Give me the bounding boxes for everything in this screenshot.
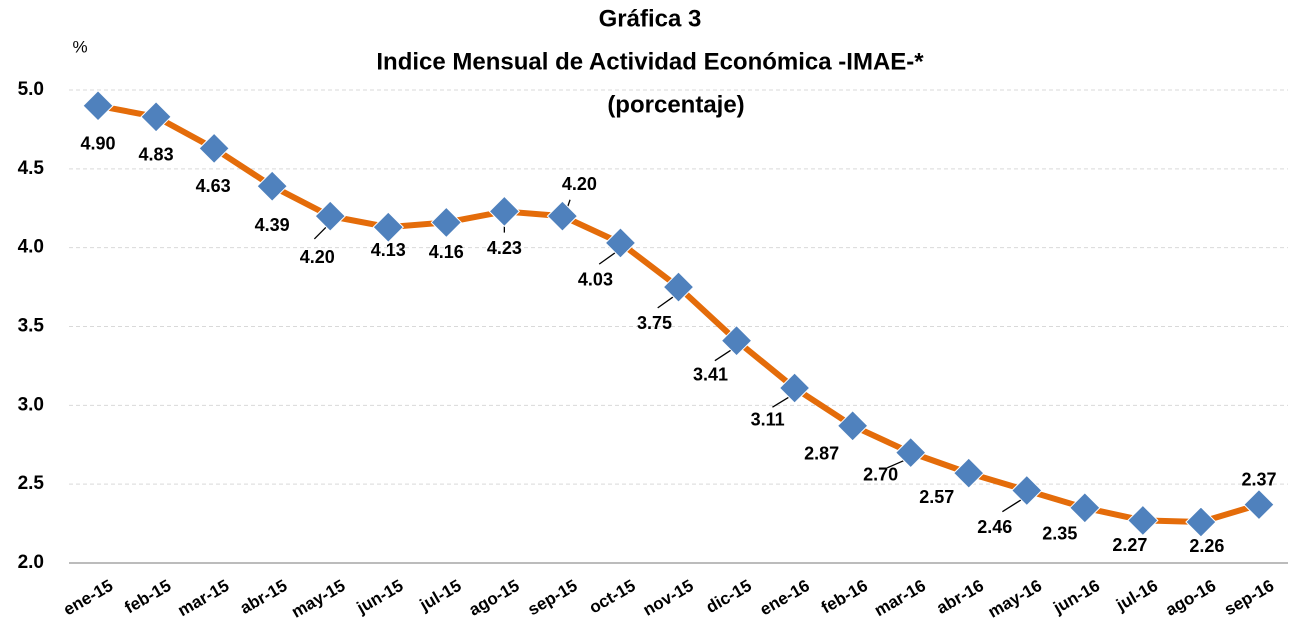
data-label: 2.57 [919,487,954,507]
data-label: 2.37 [1241,469,1276,489]
y-tick-label: 5.0 [18,79,44,100]
x-tick-label: jul-16 [1112,576,1161,615]
x-tick-label: feb-16 [818,576,871,617]
chart-subtitle: (porcentaje) [607,91,744,118]
x-tick-label: feb-15 [121,576,174,617]
x-tick-label: ene-16 [757,576,813,619]
marker [604,227,637,259]
x-tick-label: oct-15 [586,576,639,617]
chart-title: Gráfica 3 [599,5,702,32]
x-tick-label: jun-16 [1049,576,1103,618]
marker [953,457,985,489]
marker [1011,474,1043,507]
data-label: 4.03 [578,270,613,290]
y-tick-label: 3.5 [18,316,45,337]
marker [894,436,927,469]
data-label: 2.70 [863,464,898,484]
data-label: 4.20 [300,247,335,267]
marker [662,271,695,303]
marker [256,170,288,202]
series-line [97,102,1260,526]
chart-subtitle: Indice Mensual de Actividad Económica -I… [376,48,924,75]
data-label: 3.41 [693,364,728,384]
marker [778,372,811,404]
y-tick-label: 4.0 [18,237,44,258]
data-label: 2.46 [977,517,1012,537]
marker [372,211,404,243]
y-tick-label: 4.5 [18,158,45,179]
x-tick-label: jul-15 [416,576,465,615]
data-label: 4.90 [81,134,116,154]
marker [430,206,463,239]
marker [140,101,172,133]
marker [314,200,346,232]
x-tick-label: may-15 [288,576,348,622]
y-axis-label: % [72,37,87,56]
y-tick-label: 2.5 [18,473,45,494]
marker [1127,504,1159,537]
data-label: 4.16 [429,242,464,262]
data-label: 2.26 [1189,536,1224,556]
data-label: 3.75 [637,313,672,333]
marker [546,200,579,232]
x-tick-label: sep-16 [1221,576,1277,619]
x-tick-label: ene-15 [60,576,116,619]
y-tick-label: 2.0 [18,552,44,573]
marker [720,324,753,357]
data-label: 2.87 [804,444,839,464]
data-label: 4.83 [139,145,174,165]
marker [1069,492,1101,524]
x-tick-label: may-16 [985,576,1045,622]
data-label: 4.20 [562,174,597,194]
y-tick-label: 3.0 [18,394,44,415]
data-label: 2.35 [1042,524,1077,544]
x-tick-label: jun-15 [353,576,407,618]
data-label: 4.63 [196,176,231,196]
x-tick-label: abr-16 [933,576,987,618]
marker [836,410,869,442]
marker [1243,488,1275,521]
x-tick-label: abr-15 [237,576,291,618]
x-tick-label: nov-15 [640,576,697,620]
marker [82,90,114,122]
data-label: 4.13 [371,240,406,260]
x-tick-label: mar-15 [175,576,233,620]
leader-line [1002,497,1024,513]
x-tick-label: sep-15 [524,576,580,619]
data-label: 4.39 [255,215,290,235]
x-tick-label: mar-16 [871,576,929,620]
x-tick-label: dic-15 [703,576,755,617]
x-tick-label: ago-15 [466,576,523,620]
data-label: 4.23 [487,238,522,258]
marker [488,195,521,228]
marker [1185,506,1217,538]
data-label: 3.11 [751,410,785,430]
data-label: 2.27 [1112,535,1147,555]
marker [198,132,230,165]
x-tick-label: ago-16 [1162,576,1219,620]
